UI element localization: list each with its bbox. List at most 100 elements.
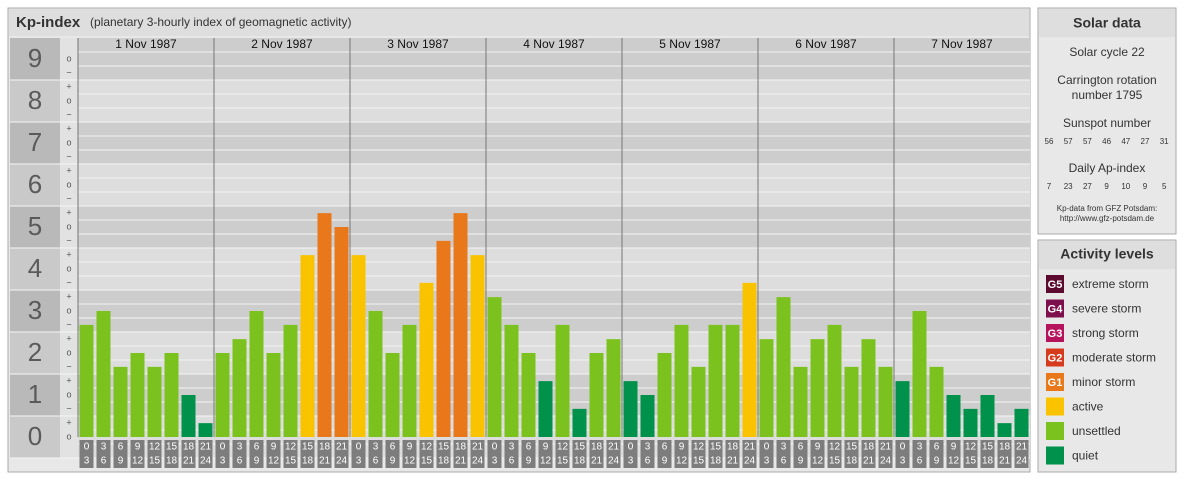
bar — [249, 311, 264, 437]
bar — [606, 339, 621, 437]
time-box — [674, 440, 689, 468]
time-to: 21 — [183, 456, 195, 467]
levels-title: Activity levels — [1060, 246, 1154, 262]
time-from: 12 — [149, 442, 161, 453]
time-to: 21 — [319, 456, 331, 467]
bar — [181, 395, 196, 437]
level-swatch — [1046, 397, 1064, 416]
y-tick-label: 8 — [28, 85, 42, 115]
time-to: 24 — [472, 456, 484, 467]
sublevel-label: o — [66, 389, 71, 399]
time-from: 21 — [608, 442, 620, 453]
time-to: 21 — [591, 456, 603, 467]
time-box — [266, 440, 281, 468]
time-to: 3 — [764, 456, 770, 467]
sublevel-label: + — [66, 123, 71, 133]
time-to: 9 — [526, 456, 532, 467]
time-from: 9 — [815, 442, 821, 453]
time-from: 18 — [319, 442, 331, 453]
sunspot-value: 31 — [1160, 137, 1169, 146]
time-box — [895, 440, 910, 468]
time-to: 18 — [710, 456, 722, 467]
level-badge: G5 — [1048, 279, 1063, 291]
time-from: 9 — [679, 442, 685, 453]
sublevel-label: + — [66, 81, 71, 91]
time-to: 15 — [421, 456, 433, 467]
y-tick-label: 6 — [28, 169, 42, 199]
bar — [453, 213, 468, 437]
sublevel-label: + — [66, 291, 71, 301]
sub-cell — [60, 290, 78, 332]
bar — [487, 297, 502, 437]
time-to: 12 — [676, 456, 688, 467]
time-from: 6 — [390, 442, 396, 453]
time-from: 0 — [492, 442, 498, 453]
time-from: 18 — [863, 442, 875, 453]
time-box — [861, 440, 876, 468]
time-box — [521, 440, 536, 468]
digit-cell — [10, 248, 60, 290]
time-from: 0 — [356, 442, 362, 453]
time-box — [793, 440, 808, 468]
level-label: quiet — [1072, 449, 1099, 463]
sub-cell — [60, 80, 78, 122]
time-from: 9 — [271, 442, 277, 453]
time-box — [725, 440, 740, 468]
sub-cell — [60, 164, 78, 206]
time-box — [878, 440, 893, 468]
time-box — [300, 440, 315, 468]
time-box — [436, 440, 451, 468]
time-to: 24 — [608, 456, 620, 467]
time-from: 21 — [472, 442, 484, 453]
time-from: 12 — [829, 442, 841, 453]
level-badge: G4 — [1048, 303, 1064, 315]
sub-cell — [60, 206, 78, 248]
bar — [776, 297, 791, 437]
time-from: 21 — [336, 442, 348, 453]
bar — [589, 353, 604, 437]
day-label: 3 Nov 1987 — [387, 37, 449, 51]
time-box — [249, 440, 264, 468]
time-from: 6 — [798, 442, 804, 453]
level-swatch — [1046, 299, 1064, 318]
time-box — [402, 440, 417, 468]
time-box — [147, 440, 162, 468]
time-to: 24 — [744, 456, 756, 467]
time-box — [946, 440, 961, 468]
sublevel-label: + — [66, 165, 71, 175]
time-to: 15 — [149, 456, 161, 467]
time-to: 15 — [829, 456, 841, 467]
sublevel-label: + — [66, 333, 71, 343]
bar — [640, 395, 655, 437]
bar — [861, 339, 876, 437]
bar — [963, 408, 978, 437]
bar — [725, 324, 740, 437]
time-box — [997, 440, 1012, 468]
carrington: number 1795 — [1072, 88, 1143, 102]
bar — [759, 339, 774, 437]
time-to: 6 — [917, 456, 923, 467]
bar — [980, 395, 995, 437]
bar — [419, 282, 434, 437]
time-from: 15 — [982, 442, 994, 453]
time-box — [827, 440, 842, 468]
time-from: 9 — [407, 442, 413, 453]
bar — [521, 353, 536, 437]
time-to: 9 — [662, 456, 668, 467]
digit-cell — [10, 206, 60, 248]
time-to: 18 — [982, 456, 994, 467]
time-box — [742, 440, 757, 468]
sunspot-value: 57 — [1083, 137, 1092, 146]
time-to: 3 — [628, 456, 634, 467]
time-from: 12 — [557, 442, 569, 453]
digit-cell — [10, 80, 60, 122]
level-label: unsettled — [1072, 424, 1121, 438]
time-from: 0 — [628, 442, 634, 453]
sublevel-label: o — [66, 347, 71, 357]
time-to: 24 — [336, 456, 348, 467]
sublevel-label: − — [66, 361, 71, 371]
digit-cell — [10, 332, 60, 374]
time-to: 21 — [727, 456, 739, 467]
sublevel-label: o — [66, 53, 71, 63]
time-from: 15 — [710, 442, 722, 453]
